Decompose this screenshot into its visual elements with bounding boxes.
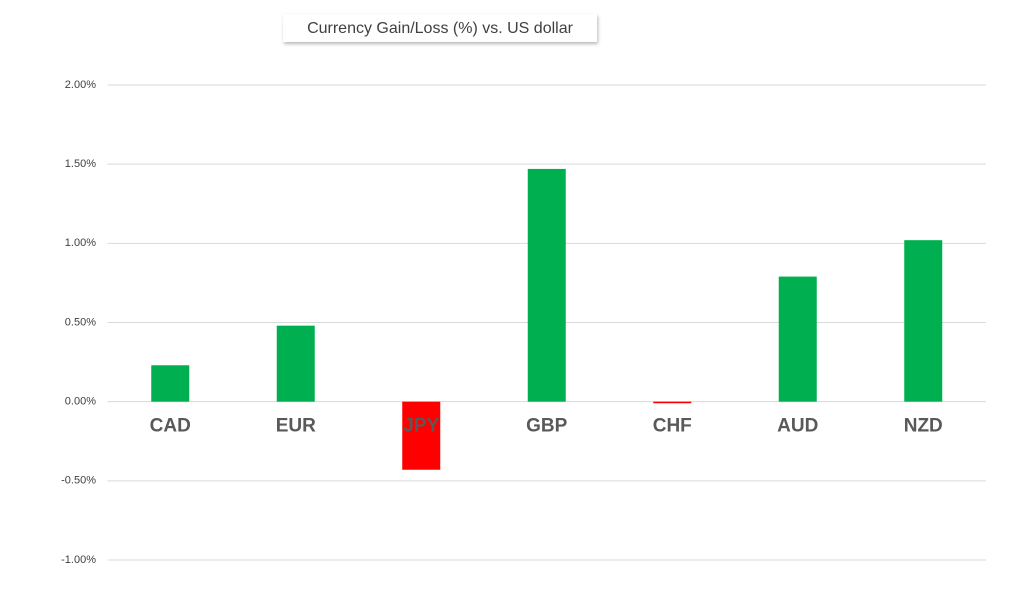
bar bbox=[151, 365, 190, 402]
chart-title: Currency Gain/Loss (%) vs. US dollar bbox=[307, 20, 574, 37]
y-tick-label: 0.00% bbox=[65, 396, 96, 408]
bar bbox=[904, 240, 943, 402]
y-tick-label: 2.00% bbox=[65, 79, 96, 91]
bar bbox=[276, 325, 315, 402]
x-tick-label: JPY bbox=[403, 416, 439, 437]
bar bbox=[653, 401, 692, 404]
y-tick-label: -0.50% bbox=[61, 475, 96, 487]
x-tick-label: EUR bbox=[276, 416, 316, 437]
x-tick-label: AUD bbox=[777, 416, 818, 437]
bar bbox=[402, 401, 441, 470]
y-tick-label: -1.00% bbox=[61, 554, 96, 566]
bar bbox=[527, 168, 566, 402]
title-box bbox=[283, 14, 597, 42]
bar bbox=[778, 276, 817, 402]
x-tick-label: CAD bbox=[150, 416, 191, 437]
x-tick-label: NZD bbox=[904, 416, 943, 437]
y-tick-label: 1.00% bbox=[65, 237, 96, 249]
x-tick-label: GBP bbox=[526, 416, 568, 437]
y-tick-label: 0.50% bbox=[65, 316, 96, 328]
y-tick-label: 1.50% bbox=[65, 158, 96, 170]
x-tick-label: CHF bbox=[653, 416, 692, 437]
